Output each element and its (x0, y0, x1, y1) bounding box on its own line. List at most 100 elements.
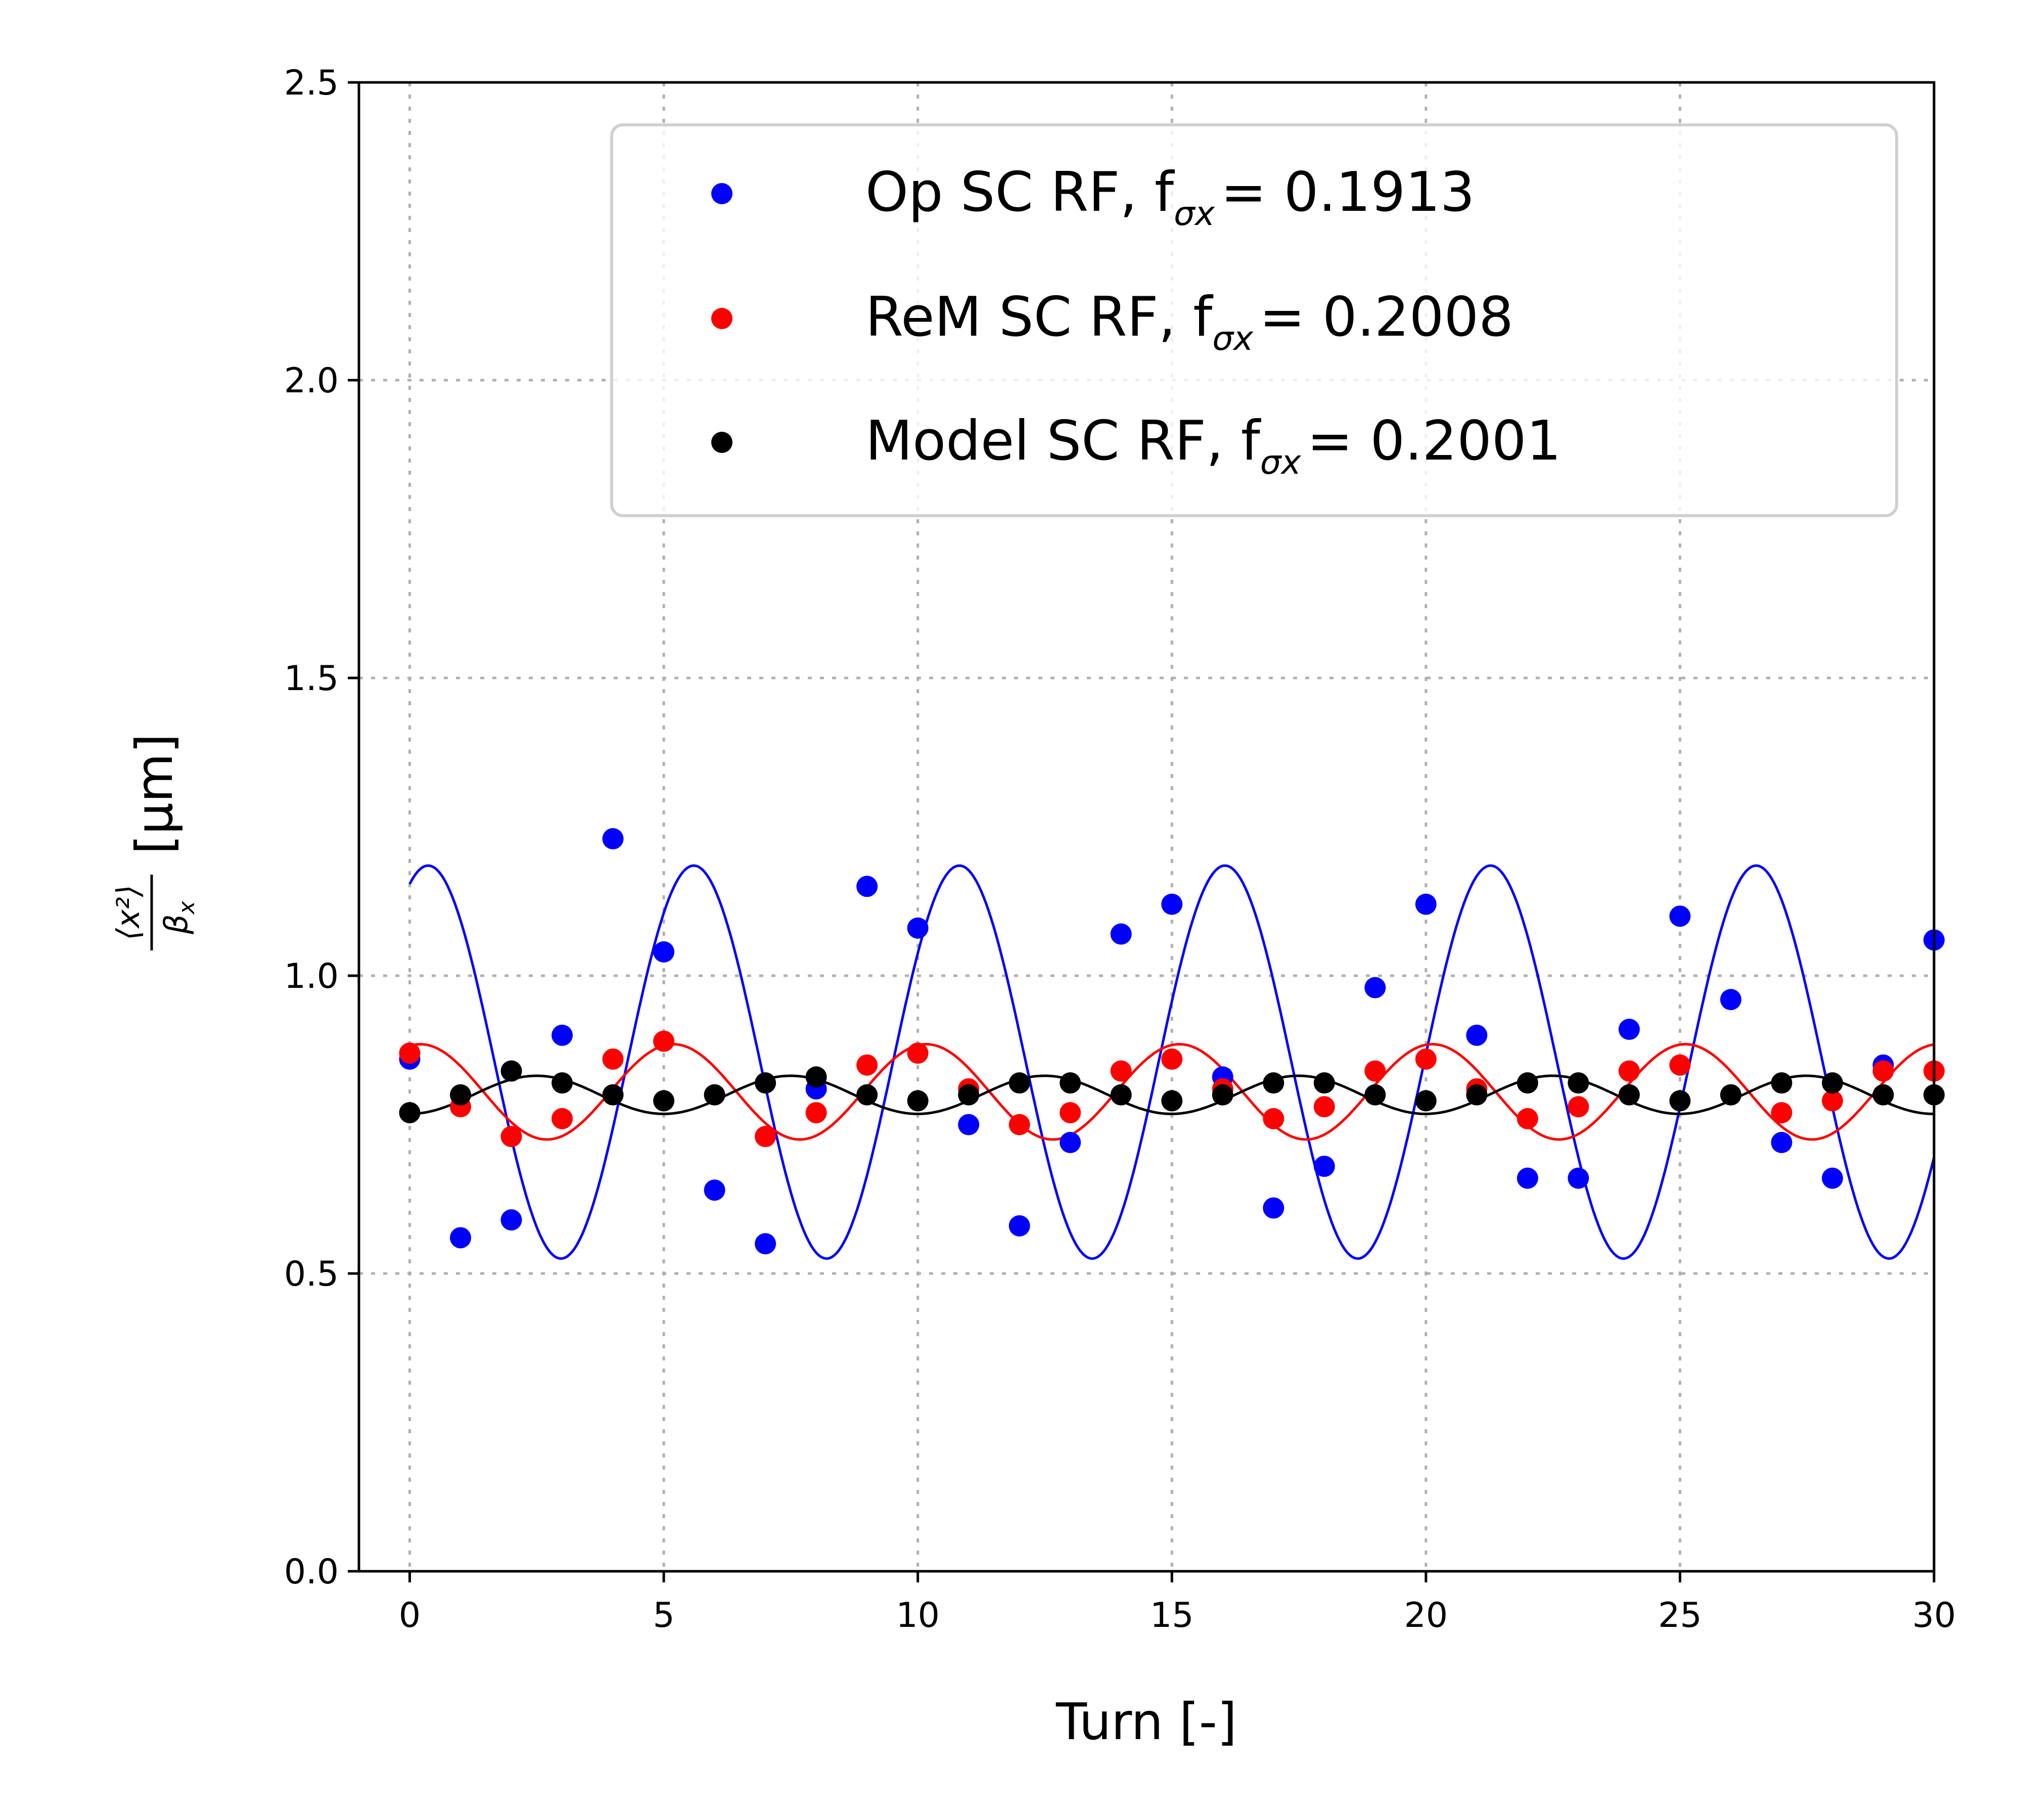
data-point (1415, 893, 1437, 915)
legend-label-rem: ReM SC RF, fσx = 0.2008 (865, 286, 1513, 358)
legend-label-rem-sub: σx (1212, 319, 1254, 358)
data-point (399, 1102, 421, 1123)
data-points (399, 828, 1945, 1255)
data-point (1364, 977, 1386, 998)
legend-marker-op (711, 183, 732, 204)
data-point (805, 1102, 827, 1123)
series-rem-sc-rf (399, 1030, 1945, 1148)
data-point (653, 1030, 675, 1052)
legend-label-op-prefix: Op SC RF, f (865, 161, 1175, 224)
data-point (907, 1090, 929, 1112)
legend-label-model: Model SC RF, fσx = 0.2001 (865, 410, 1561, 482)
y-tick-label: 1.0 (284, 957, 339, 996)
data-point (1110, 1084, 1132, 1106)
data-point (1110, 923, 1132, 945)
legend-label-model-value: = 0.2001 (1307, 410, 1561, 473)
data-point (1263, 1108, 1284, 1129)
data-point (1161, 893, 1183, 915)
data-point (1313, 1096, 1335, 1118)
data-point (1110, 1060, 1132, 1082)
data-point (907, 917, 929, 939)
plot-frame (357, 81, 1936, 1573)
x-tick-label: 5 (653, 1596, 674, 1635)
data-point (958, 1084, 980, 1106)
data-point (602, 828, 624, 850)
legend-label-op-sub: σx (1174, 194, 1215, 233)
data-point (1161, 1048, 1183, 1070)
y-axis-title-unit: [μm] (125, 734, 184, 854)
data-point (552, 1072, 573, 1094)
data-point (1161, 1090, 1183, 1112)
data-point (1466, 1024, 1488, 1046)
data-point (704, 1084, 725, 1106)
data-point (1872, 1060, 1894, 1082)
data-point (1720, 989, 1741, 1011)
data-point (755, 1072, 776, 1094)
data-point (1415, 1048, 1437, 1070)
legend-label-rem-value: = 0.2008 (1259, 286, 1513, 349)
y-tick-label: 2.5 (284, 63, 339, 103)
y-tick-label: 2.0 (284, 361, 339, 401)
data-point (1669, 905, 1691, 927)
x-tick-label: 10 (896, 1596, 940, 1635)
data-point (1771, 1072, 1793, 1094)
axis-ticks: 0 5 10 15 20 25 30 0.0 0.5 1.0 1.5 2.0 2.5 (284, 63, 1956, 1635)
y-axis-title-numerator: ⟨x²⟩ (110, 885, 147, 940)
legend-label-rem-prefix: ReM SC RF, f (865, 286, 1214, 349)
data-point (653, 941, 675, 963)
data-point (602, 1084, 624, 1106)
fit-curve-model-sc-rf (409, 1074, 1934, 1115)
x-tick-label: 30 (1912, 1596, 1956, 1635)
data-point (1313, 1155, 1335, 1177)
data-point (653, 1090, 675, 1112)
data-point (1060, 1102, 1081, 1123)
data-point (500, 1209, 522, 1231)
data-point (1263, 1197, 1284, 1219)
data-point (1008, 1072, 1030, 1094)
data-point (450, 1227, 472, 1249)
y-tick-label: 1.5 (284, 659, 339, 699)
x-tick-label: 0 (399, 1596, 421, 1635)
legend-label-model-prefix: Model SC RF, f (865, 410, 1262, 473)
data-point (1364, 1084, 1386, 1106)
y-tick-label: 0.5 (284, 1254, 339, 1294)
data-point (1008, 1114, 1030, 1135)
data-point (1872, 1084, 1894, 1106)
legend-label-op-value: = 0.1913 (1221, 161, 1475, 224)
data-point (755, 1126, 776, 1148)
data-point (1720, 1084, 1741, 1106)
data-point (399, 1042, 421, 1064)
data-point (856, 1054, 878, 1076)
legend-label-model-sub: σx (1260, 443, 1302, 482)
data-point (1669, 1054, 1691, 1076)
x-axis-title: Turn [-] (1055, 1692, 1237, 1751)
data-point (1568, 1096, 1589, 1118)
x-tick-label: 15 (1150, 1596, 1194, 1635)
data-point (1821, 1090, 1843, 1112)
y-axis-title-denominator: βx (158, 900, 200, 935)
data-point (1771, 1102, 1793, 1123)
legend-marker-model (711, 432, 732, 453)
legend-label-op: Op SC RF, fσx = 0.1913 (865, 161, 1475, 233)
data-point (755, 1233, 776, 1255)
data-point (1415, 1090, 1437, 1112)
data-point (552, 1108, 573, 1129)
data-point (1516, 1072, 1538, 1094)
data-point (1263, 1072, 1284, 1094)
data-point (1060, 1072, 1081, 1094)
data-point (1568, 1072, 1589, 1094)
legend: Op SC RF, fσx = 0.1913 ReM SC RF, fσx = 0.… (610, 123, 1898, 517)
data-point (1364, 1060, 1386, 1082)
series-model-sc-rf (399, 1060, 1945, 1123)
data-point (1008, 1215, 1030, 1237)
data-point (1821, 1072, 1843, 1094)
data-point (1466, 1084, 1488, 1106)
data-point (1771, 1131, 1793, 1153)
data-point (704, 1179, 725, 1201)
x-tick-label: 20 (1404, 1596, 1448, 1635)
data-point (602, 1048, 624, 1070)
data-point (1568, 1167, 1589, 1189)
data-point (907, 1042, 929, 1064)
y-tick-label: 0.0 (284, 1552, 339, 1592)
